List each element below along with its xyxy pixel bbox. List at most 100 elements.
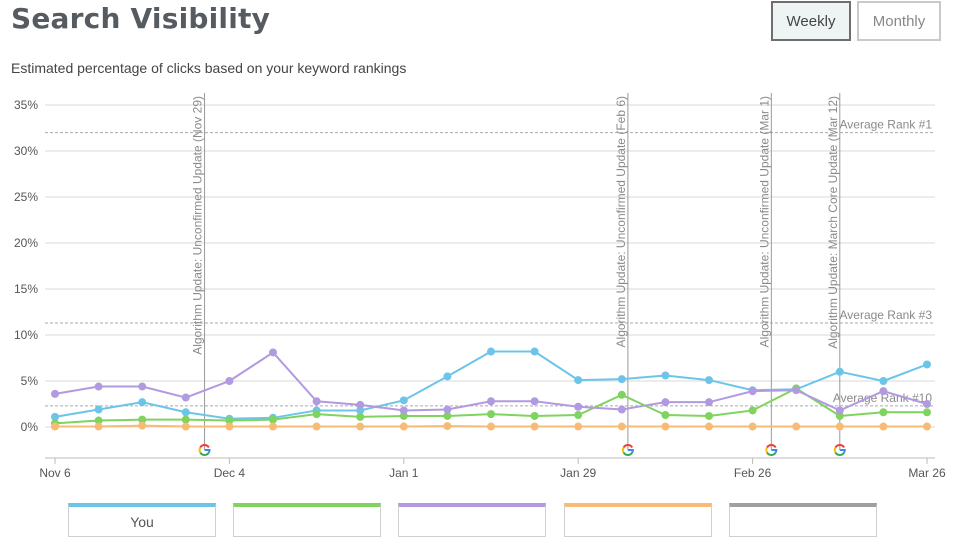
x-tick-label: Feb 26 [734,466,772,480]
google-g-stroke [833,447,837,453]
data-point-you [356,406,365,415]
google-g-stroke [627,449,634,454]
data-point-purple [399,406,408,415]
data-point-purple [138,382,147,391]
google-g-icon[interactable] [198,444,211,456]
data-point-purple [705,398,713,407]
google-g-stroke [622,444,634,449]
google-g-stroke [622,451,634,456]
y-tick-label: 20% [14,236,38,250]
data-point-green [705,411,713,420]
data-point-you [661,371,670,380]
data-point-you [835,367,844,376]
google-g-stroke [771,449,778,454]
page-title: Search Visibility [11,2,271,35]
data-point-orange [138,421,147,430]
google-g-stroke [766,444,777,449]
data-point-green [835,411,844,420]
data-point-you [879,377,888,385]
data-point-orange [705,422,713,431]
weekly-toggle-button[interactable]: Weekly [771,1,851,41]
y-tick-label: 10% [14,328,38,342]
data-point-purple [443,405,452,414]
data-point-orange [356,422,365,431]
data-point-green [312,410,321,419]
data-point-green [269,415,277,424]
data-point-green [661,411,670,420]
google-g-stroke [766,451,777,456]
legend-item-purple[interactable] [398,503,546,537]
y-tick-label: 5% [21,374,39,388]
google-g-stroke [834,451,845,456]
data-point-green [574,411,583,420]
data-point-green [181,415,190,424]
data-point-orange [617,422,626,431]
data-point-orange [51,422,59,431]
data-point-green [879,408,888,417]
google-g-icon[interactable] [833,444,846,456]
data-point-purple [94,382,103,391]
google-g-icon[interactable] [621,444,634,456]
data-point-orange [487,422,495,431]
data-point-purple [661,398,670,407]
data-point-orange [879,422,888,431]
legend-item-you[interactable]: You [68,503,216,537]
search-visibility-chart: 0% 5% 10% 15% 20% 25% 30% 35% Nov 6 Dec 4 Jan 1 Jan… [14,93,946,480]
google-g-stroke [198,447,202,453]
y-tick-label: 25% [14,190,38,204]
data-point-orange [835,422,844,431]
google-g-stroke [204,449,211,454]
data-point-orange [399,422,408,431]
data-point-green [443,411,452,420]
data-point-green [399,411,408,420]
algorithm-update-label: Algorithm Update: Unconfirmed Update (Ma… [757,96,771,347]
data-point-you [138,398,147,407]
data-point-purple [225,377,234,385]
data-point-orange [792,422,801,431]
data-point-green [138,415,147,424]
legend-item-green[interactable] [233,503,381,537]
data-point-purple [269,348,277,357]
google-g-icon[interactable] [765,444,778,456]
data-point-orange [225,422,234,431]
average-rank-label: Average Rank #1 [839,118,932,132]
data-point-purple [530,397,539,406]
legend-item-orange[interactable] [564,503,712,537]
data-point-you [923,360,931,369]
data-point-purple [617,405,626,414]
data-point-green [617,390,626,399]
average-rank-label: Average Rank #3 [839,308,932,322]
data-point-purple [51,389,59,398]
x-tick-label: Mar 26 [908,466,946,480]
data-point-you [94,405,103,414]
y-tick-label: 0% [21,420,39,434]
y-tick-label: 35% [14,98,38,112]
average-rank-label: Average Rank #10 [833,391,933,405]
chart-subtitle: Estimated percentage of clicks based on … [11,60,407,76]
data-point-purple [792,386,801,395]
data-point-orange [94,422,103,431]
algorithm-update-label: Algorithm Update: March Core Update (Mar… [826,96,840,349]
data-point-orange [530,422,539,431]
data-point-you [487,347,495,356]
data-point-orange [269,422,277,431]
data-point-orange [312,422,321,431]
y-tick-label: 15% [14,282,38,296]
monthly-toggle-button[interactable]: Monthly [857,1,941,41]
data-point-orange [661,422,670,431]
x-tick-label: Jan 29 [560,466,596,480]
x-tick-label: Nov 6 [39,466,71,480]
google-g-stroke [199,444,210,449]
google-g-stroke [765,447,768,453]
data-point-purple [487,397,495,406]
legend-item-gray[interactable] [729,503,877,537]
data-point-green [530,411,539,420]
data-point-purple [356,400,365,409]
data-point-you [574,376,583,385]
legend-item-label: You [130,513,154,530]
google-g-stroke [199,451,210,456]
x-tick-label: Dec 4 [214,466,246,480]
data-point-you [617,375,626,384]
algorithm-update-label: Algorithm Update: Unconfirmed Update (Fe… [614,96,628,347]
google-g-stroke [621,447,625,453]
